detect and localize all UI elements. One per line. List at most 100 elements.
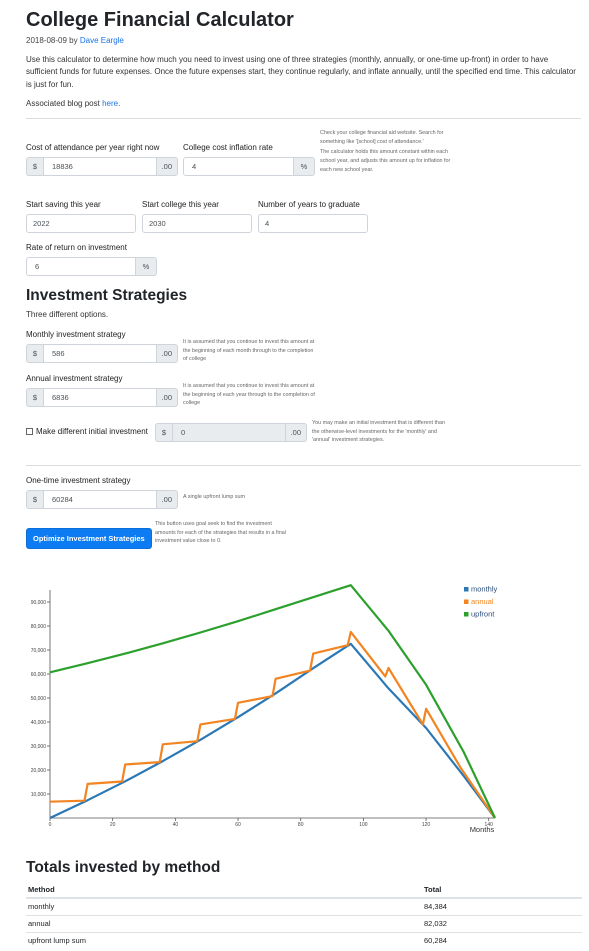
total-cell: 82,032 <box>422 914 582 932</box>
y-tick-label: 50,000 <box>31 696 47 702</box>
y-tick-label: 30,000 <box>31 744 47 750</box>
method-cell: upfront lump sum <box>26 931 422 949</box>
start-college-label: Start college this year <box>142 200 219 209</box>
annual-input[interactable] <box>43 388 157 407</box>
x-tick-label: 40 <box>173 822 179 828</box>
cost-input[interactable] <box>43 157 157 176</box>
cost-hint-1: Check your college financial aid website… <box>320 130 444 145</box>
annual-label: Annual investment strategy <box>26 374 123 383</box>
dollar-prefix: $ <box>26 344 43 363</box>
table-row: annual 82,032 <box>26 914 582 932</box>
y-tick-label: 80,000 <box>31 624 47 630</box>
total-cell: 84,384 <box>422 897 582 915</box>
cents-suffix: .00 <box>285 423 307 442</box>
cents-suffix: .00 <box>156 388 178 407</box>
x-tick-label: 20 <box>110 822 116 828</box>
x-tick-label: 80 <box>298 822 304 828</box>
author-link[interactable]: Dave Eargle <box>79 36 124 45</box>
inflation-label: College cost inflation rate <box>183 143 273 152</box>
dollar-prefix: $ <box>26 490 43 509</box>
initial-input-group: $ .00 <box>155 423 307 442</box>
x-tick-label: 100 <box>359 822 368 828</box>
rate-input-group: % <box>26 257 157 276</box>
legend-label-monthly: monthly <box>471 585 498 594</box>
onetime-label: One-time investment strategy <box>26 476 131 485</box>
inflation-input-group: % <box>183 157 315 176</box>
monthly-label: Monthly investment strategy <box>26 330 126 339</box>
legend-swatch-upfront <box>464 612 469 617</box>
method-cell: monthly <box>26 897 422 915</box>
rate-input[interactable] <box>26 257 136 276</box>
x-tick-label: 140 <box>485 822 494 828</box>
total-cell: 60,284 <box>422 931 582 949</box>
series-line-upfront <box>49 584 496 819</box>
blog-post-link[interactable]: here <box>102 99 119 108</box>
initial-investment-label: Make different initial investment <box>36 427 148 436</box>
cost-hint: Check your college financial aid website… <box>320 129 458 174</box>
percent-suffix: % <box>136 257 157 276</box>
blog-prefix: Associated blog post <box>26 99 100 108</box>
monthly-hint: It is assumed that you continue to inves… <box>183 339 315 363</box>
dollar-prefix: $ <box>26 157 43 176</box>
cost-input-group: $ .00 <box>26 157 178 176</box>
percent-suffix: % <box>294 157 315 176</box>
optimize-button[interactable]: Optimize Investment Strategies <box>26 528 152 549</box>
inflation-input[interactable] <box>183 157 294 176</box>
start-saving-input[interactable] <box>26 214 136 233</box>
onetime-input[interactable] <box>43 490 157 509</box>
blog-post-line: Associated blog post here. <box>26 98 120 110</box>
column-header-total: Total <box>422 881 582 899</box>
x-axis-label: Months <box>470 825 495 834</box>
y-tick-label: 60,000 <box>31 672 47 678</box>
totals-table: Method Total monthly 84,384 annual 82,03… <box>26 881 582 949</box>
x-tick-label: 120 <box>422 822 431 828</box>
dollar-prefix: $ <box>155 423 172 442</box>
years-grad-input[interactable] <box>258 214 368 233</box>
page-title: College Financial Calculator <box>26 9 294 31</box>
legend-label-upfront: upfront <box>471 610 495 619</box>
x-tick-label: 60 <box>235 822 241 828</box>
x-tick-label: 0 <box>49 822 52 828</box>
blog-suffix: . <box>118 99 121 108</box>
initial-input[interactable] <box>172 423 286 442</box>
y-tick-label: 40,000 <box>31 720 47 726</box>
initial-investment-checkbox[interactable] <box>26 428 33 435</box>
investment-chart: 10,000 20,000 30,000 40,000 50,000 60,000 70,0… <box>31 584 498 834</box>
cents-suffix: .00 <box>156 344 178 363</box>
dollar-prefix: $ <box>26 388 43 407</box>
y-tick-label: 20,000 <box>31 768 47 774</box>
post-date: 2018-08-09 <box>26 36 67 45</box>
start-saving-label: Start saving this year <box>26 200 101 209</box>
cents-suffix: .00 <box>156 490 178 509</box>
initial-hint: You may make an initial investment that … <box>312 420 446 444</box>
series-line-monthly <box>49 642 496 819</box>
years-grad-label: Number of years to graduate <box>258 200 360 209</box>
strategies-subtitle: Three different options. <box>26 310 109 319</box>
start-college-input[interactable] <box>142 214 252 233</box>
cents-suffix: .00 <box>156 157 178 176</box>
y-tick-label: 10,000 <box>31 792 47 798</box>
intro-text: Use this calculator to determine how muc… <box>26 55 576 89</box>
strategies-heading: Investment Strategies <box>26 287 188 304</box>
monthly-input[interactable] <box>43 344 157 363</box>
annual-hint: It is assumed that you continue to inves… <box>183 383 315 407</box>
legend-label-annual: annual <box>471 597 494 606</box>
optimize-hint: This button uses goal seek to find the i… <box>155 521 286 545</box>
table-row: upfront lump sum 60,284 <box>26 931 582 949</box>
cost-label: Cost of attendance per year right now <box>26 143 160 152</box>
y-tick-label: 90,000 <box>31 600 47 606</box>
divider <box>26 465 581 466</box>
byline: 2018-08-09 by Dave Eargle <box>26 36 124 45</box>
table-header-row: Method Total <box>26 881 582 899</box>
divider <box>26 118 581 119</box>
column-header-method: Method <box>26 881 422 899</box>
annual-input-group: $ .00 <box>26 388 178 407</box>
y-tick-label: 70,000 <box>31 648 47 654</box>
method-cell: annual <box>26 914 422 932</box>
legend-swatch-monthly <box>464 587 469 592</box>
onetime-input-group: $ .00 <box>26 490 178 509</box>
initial-investment-row: Make different initial investment <box>26 427 148 436</box>
legend-swatch-annual <box>464 599 469 604</box>
byline-by: by <box>69 36 78 45</box>
monthly-input-group: $ .00 <box>26 344 178 363</box>
